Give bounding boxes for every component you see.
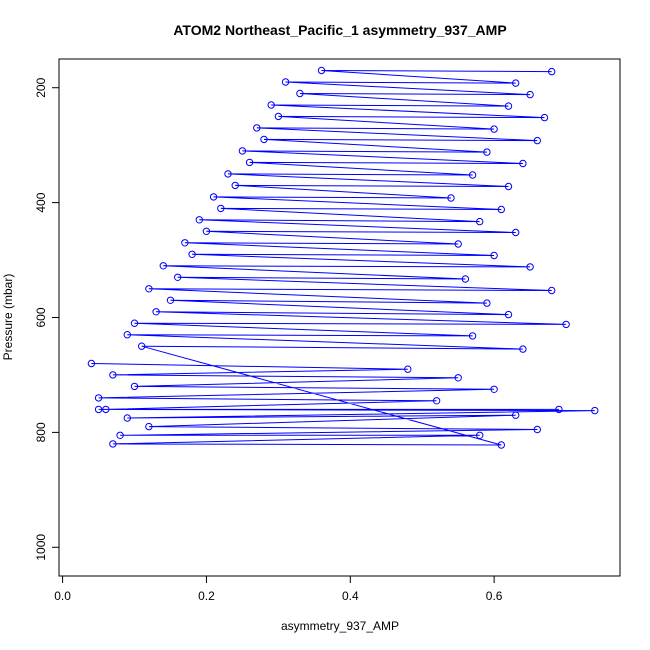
data-point [174, 273, 182, 281]
data-point [468, 171, 477, 179]
data-point [296, 89, 304, 98]
data-point [109, 371, 117, 379]
data-point [116, 431, 124, 439]
data-point [483, 148, 491, 156]
data-point [490, 251, 498, 260]
y-tick-label: 600 [34, 307, 48, 327]
y-tick-label: 400 [34, 192, 48, 212]
data-point [533, 425, 541, 434]
data-point [519, 345, 527, 353]
data-point [166, 296, 175, 304]
data-point [94, 394, 103, 402]
data-point [490, 385, 498, 393]
data-point [555, 405, 563, 414]
data-point [159, 262, 168, 270]
x-axis: 0.0 0.2 0.4 0.6 [54, 575, 503, 603]
data-point [476, 431, 484, 439]
y-tick-label: 1000 [34, 534, 48, 561]
data-point [533, 136, 541, 145]
data-point [490, 125, 498, 133]
x-tick-label: 0.6 [486, 589, 503, 603]
data-point [253, 124, 261, 132]
data-point [562, 320, 570, 329]
y-tick-label: 800 [34, 422, 48, 442]
data-point [138, 342, 146, 350]
y-tick-label: 200 [34, 77, 48, 97]
data-point [188, 250, 196, 259]
data-point [497, 441, 505, 449]
data-point [102, 405, 110, 414]
data-point [94, 405, 103, 414]
data-point [504, 310, 513, 319]
data-point [181, 239, 189, 247]
data-point [274, 112, 283, 121]
data-point [447, 194, 455, 202]
data-point [454, 240, 462, 248]
data-point [245, 158, 254, 167]
data-point [202, 227, 211, 236]
data-point [123, 414, 132, 422]
data-point [238, 147, 247, 155]
y-axis-label: Pressure (mbar) [1, 274, 15, 361]
data-point [217, 204, 225, 213]
data-point [512, 79, 520, 87]
data-point [548, 286, 556, 295]
data-point [145, 422, 153, 431]
data-point [281, 78, 290, 86]
data-point [224, 170, 232, 178]
data-point [432, 397, 441, 405]
chart-title: ATOM2 Northeast_Pacific_1 asymmetry_937_… [173, 22, 506, 38]
data-point [483, 299, 491, 307]
data-point [130, 382, 139, 391]
data-point [461, 275, 470, 283]
data-point [87, 359, 96, 368]
data-point [130, 319, 139, 327]
data-point [512, 411, 520, 419]
data-point [512, 228, 520, 237]
y-axis: 200 400 600 800 1000 [34, 77, 60, 561]
data-point [504, 182, 513, 191]
data-point [231, 181, 239, 190]
data-point [591, 406, 599, 415]
x-tick-label: 0.4 [342, 589, 359, 603]
data-point [195, 216, 204, 224]
plot-area [87, 66, 599, 449]
x-tick-label: 0.2 [198, 589, 215, 603]
x-axis-label: asymmetry_937_AMP [281, 619, 399, 633]
data-point [109, 440, 117, 448]
data-point [152, 308, 160, 316]
data-point [519, 159, 527, 168]
data-point [497, 205, 505, 214]
data-point [504, 102, 513, 110]
series-layer [87, 66, 599, 449]
data-point [123, 331, 132, 339]
data-point [267, 101, 275, 109]
data-point [317, 66, 326, 75]
data-point [260, 135, 268, 144]
data-point [548, 67, 556, 76]
x-tick-label: 0.0 [54, 589, 71, 603]
data-point [404, 365, 412, 373]
data-point [540, 113, 549, 122]
data-point [476, 217, 484, 226]
data-point [454, 374, 462, 382]
data-point [209, 193, 218, 201]
series-line [91, 70, 595, 446]
data-point [526, 263, 534, 271]
data-point [526, 90, 534, 99]
data-point [468, 332, 477, 340]
data-point [145, 285, 153, 293]
